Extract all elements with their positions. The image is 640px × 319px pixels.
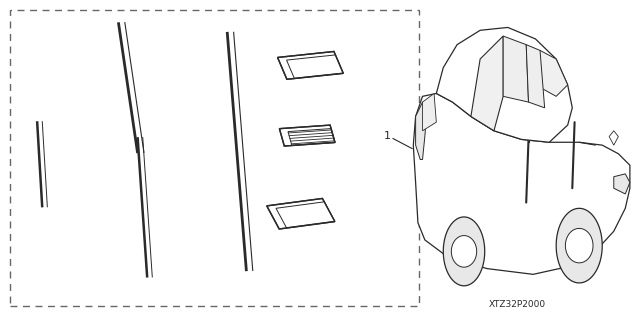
Polygon shape bbox=[422, 93, 436, 131]
Polygon shape bbox=[609, 131, 618, 145]
Polygon shape bbox=[503, 36, 529, 102]
Bar bbox=[10, 10, 419, 306]
Text: XTZ32P2000: XTZ32P2000 bbox=[488, 300, 546, 309]
Polygon shape bbox=[413, 93, 630, 274]
Polygon shape bbox=[444, 217, 484, 286]
Polygon shape bbox=[565, 228, 593, 263]
Polygon shape bbox=[415, 102, 427, 160]
Polygon shape bbox=[471, 36, 503, 131]
Polygon shape bbox=[556, 208, 602, 283]
Polygon shape bbox=[287, 55, 343, 78]
Text: 1: 1 bbox=[384, 130, 390, 141]
Polygon shape bbox=[276, 202, 335, 228]
Polygon shape bbox=[526, 45, 545, 108]
Polygon shape bbox=[614, 174, 630, 194]
Polygon shape bbox=[267, 198, 335, 229]
Polygon shape bbox=[280, 125, 335, 146]
Polygon shape bbox=[451, 236, 477, 267]
Polygon shape bbox=[278, 51, 343, 79]
Polygon shape bbox=[436, 27, 572, 142]
Polygon shape bbox=[526, 50, 568, 96]
